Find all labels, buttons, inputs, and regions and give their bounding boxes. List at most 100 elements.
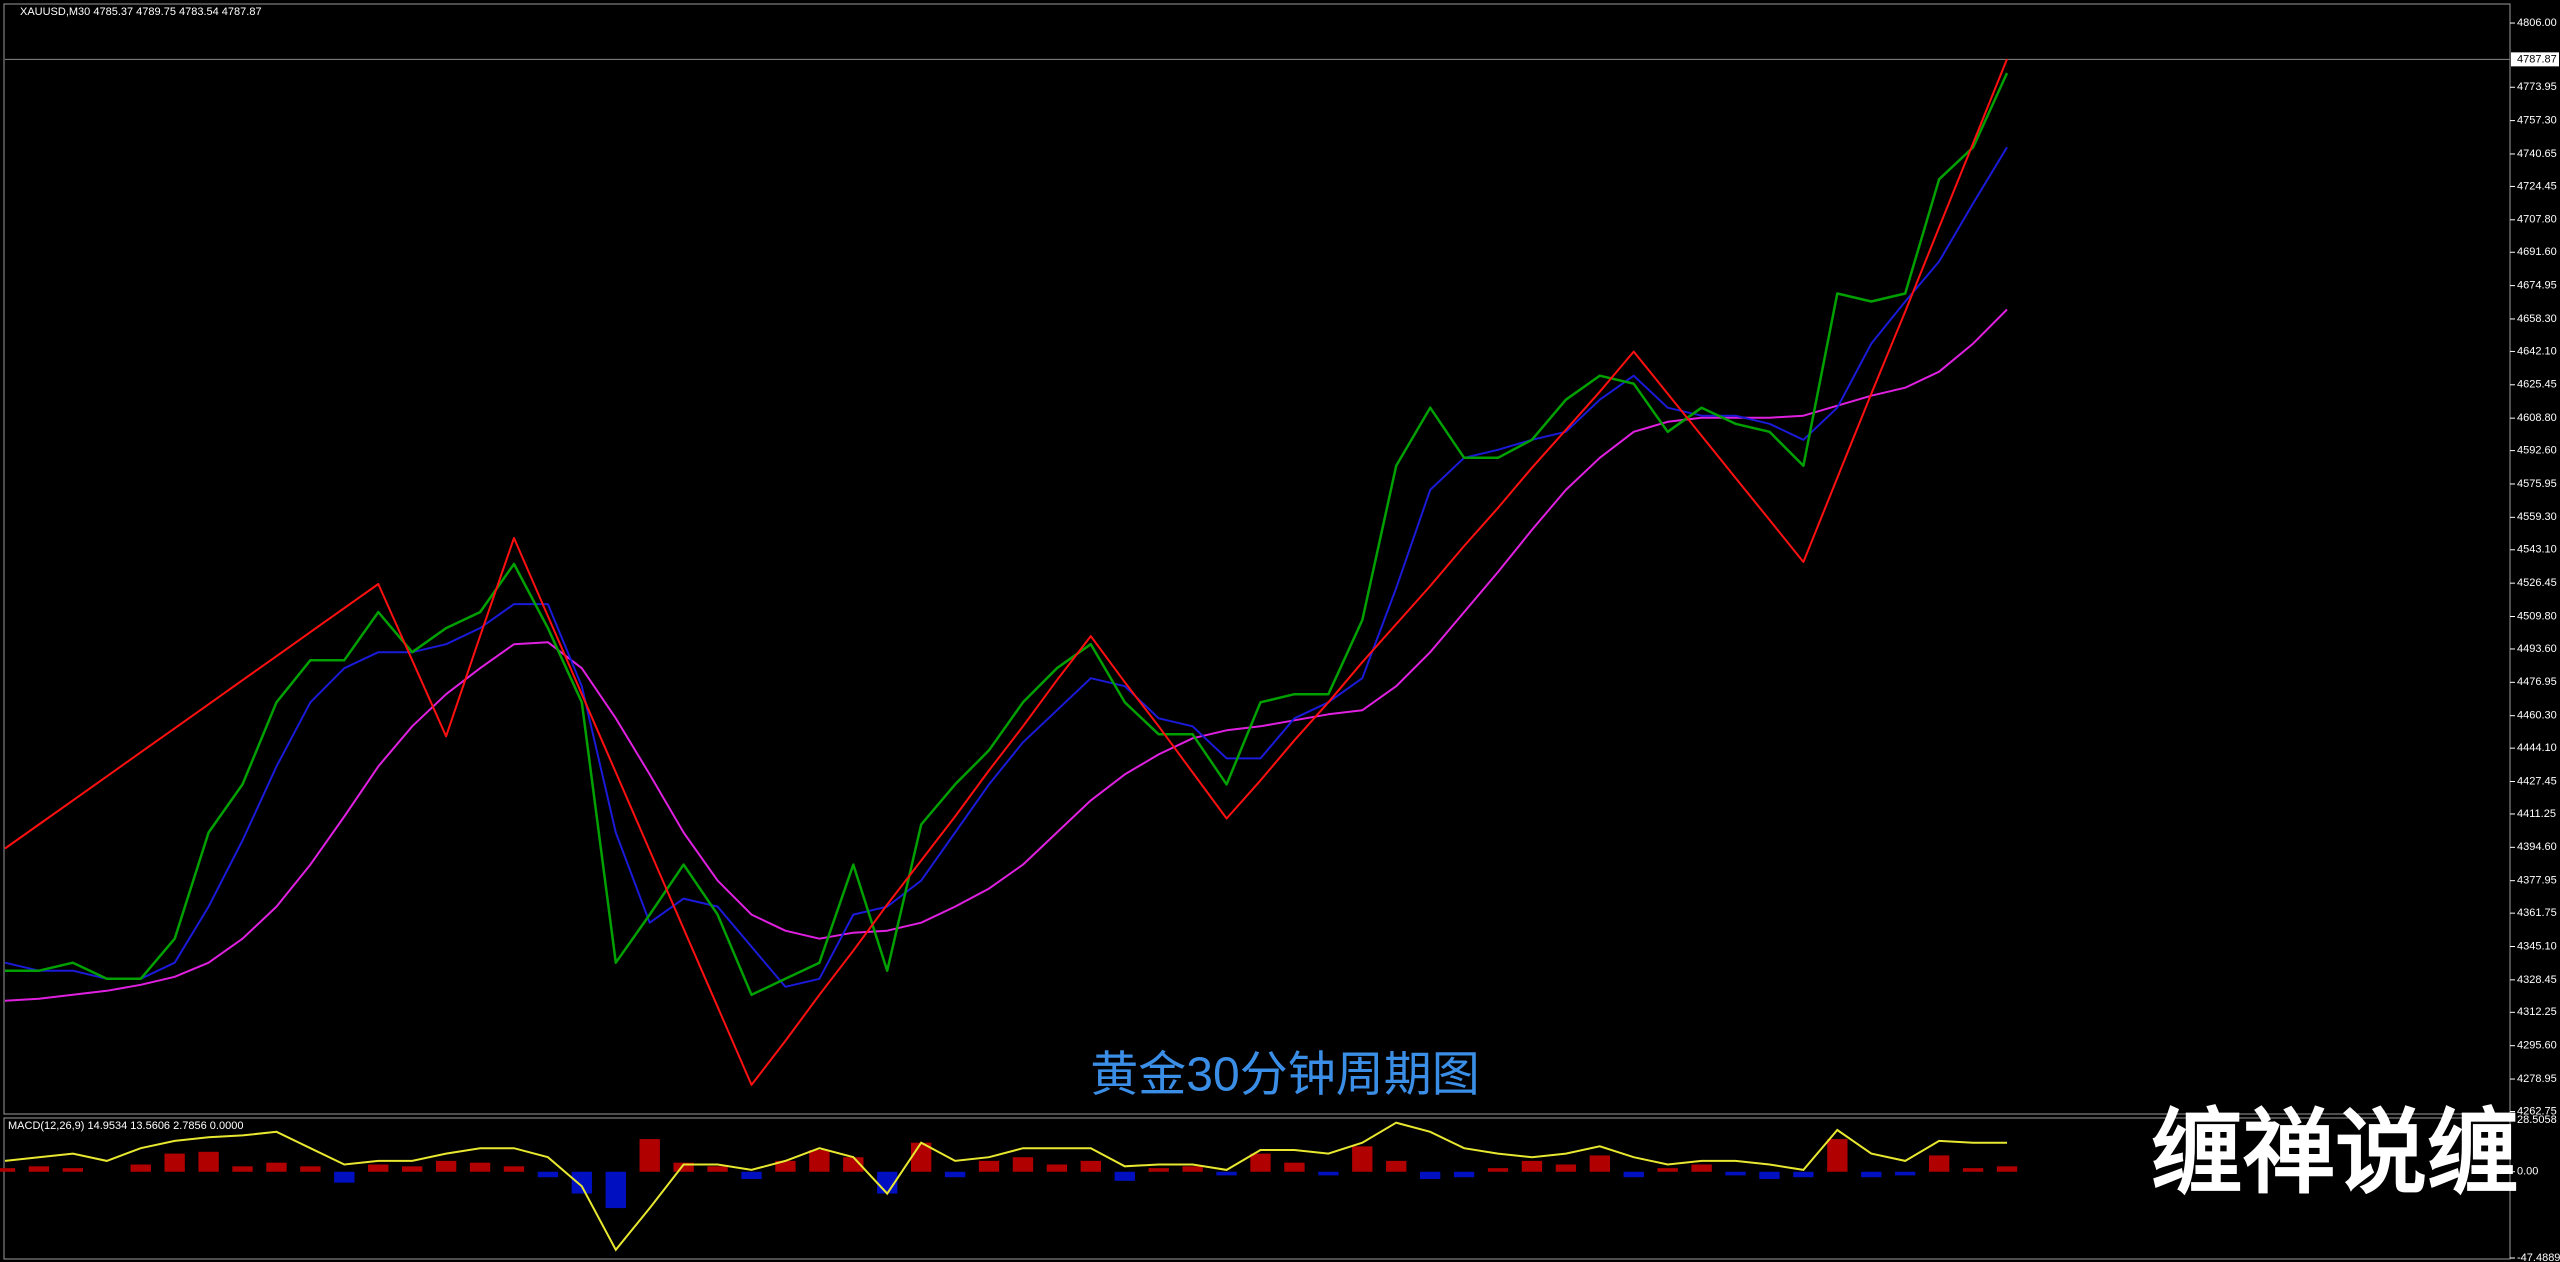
macd-bar xyxy=(1284,1162,1305,1172)
macd-bar xyxy=(469,1162,491,1172)
macd-bar xyxy=(1453,1171,1475,1178)
macd-bar xyxy=(1114,1171,1135,1181)
y-tick-label: 4460.30 xyxy=(2517,710,2557,722)
macd-bar xyxy=(435,1160,457,1172)
price-label: 4787.87 xyxy=(2517,53,2557,65)
macd-bar xyxy=(1487,1168,1509,1172)
y-tick-label: 4509.80 xyxy=(2517,610,2557,622)
y-tick-label: 4658.30 xyxy=(2517,313,2557,325)
macd-bar xyxy=(1521,1160,1543,1172)
y-tick-label: 4476.95 xyxy=(2517,676,2557,688)
macd-bar xyxy=(130,1164,151,1172)
y-tick-label: 4625.45 xyxy=(2517,379,2557,391)
macd-bar xyxy=(1182,1166,1203,1172)
macd-bar xyxy=(1216,1171,1237,1176)
y-tick-label: 4642.10 xyxy=(2517,345,2557,357)
series-line xyxy=(4,58,2008,1086)
macd-bar xyxy=(1318,1171,1339,1176)
macd-bar xyxy=(978,1160,1000,1172)
macd-info: MACD(12,26,9) 14.9534 13.5606 2.7856 0.0… xyxy=(8,1120,243,1132)
y-tick-label: 4806.00 xyxy=(2517,17,2557,29)
macd-bar xyxy=(1861,1171,1882,1178)
y-tick-label: 4543.10 xyxy=(2517,544,2557,556)
macd-panel-frame xyxy=(3,1117,2511,1260)
macd-bar xyxy=(1250,1153,1271,1172)
y-tick-label: 4345.10 xyxy=(2517,940,2557,952)
macd-bar xyxy=(1589,1155,1610,1172)
macd-bar xyxy=(1386,1160,1407,1172)
caption: 黄金30分钟周期图 xyxy=(1090,1049,1479,1102)
macd-bar xyxy=(300,1166,321,1172)
macd-bar xyxy=(1623,1171,1644,1178)
y-tick-label: 4377.95 xyxy=(2517,875,2557,887)
y-tick-label: 4559.30 xyxy=(2517,511,2557,523)
y-tick-label: 4278.95 xyxy=(2517,1073,2557,1085)
macd-bar xyxy=(1691,1164,1712,1172)
y-tick-label: 4691.60 xyxy=(2517,246,2557,258)
y-tick-label: 4608.80 xyxy=(2517,412,2557,424)
macd-bar xyxy=(1996,1166,2018,1172)
y-tick-label: 4262.75 xyxy=(2517,1105,2557,1117)
macd-bar xyxy=(1928,1155,1950,1172)
macd-bar xyxy=(1555,1164,1577,1172)
macd-bar xyxy=(1657,1168,1678,1172)
series-line xyxy=(4,308,2008,1002)
y-tick-label: 4526.45 xyxy=(2517,577,2557,589)
macd-bar xyxy=(1352,1146,1373,1172)
macd-bar xyxy=(707,1166,728,1172)
symbol-info: XAUUSD,M30 4785.37 4789.75 4783.54 4787.… xyxy=(20,6,262,18)
macd-bar xyxy=(266,1162,287,1172)
macd-bar xyxy=(673,1162,694,1172)
y-tick-label: 4674.95 xyxy=(2517,280,2557,292)
macd-bar xyxy=(334,1171,355,1183)
y-tick-label: 4295.60 xyxy=(2517,1040,2557,1052)
y-tick-label: 28.5058 xyxy=(2517,1114,2557,1126)
macd-bar xyxy=(1148,1168,1169,1172)
macd-bar xyxy=(503,1166,525,1172)
macd-bar xyxy=(639,1139,660,1172)
y-tick-label: 4592.60 xyxy=(2517,445,2557,457)
macd-bar xyxy=(775,1160,796,1172)
macd-bar xyxy=(1725,1171,1746,1176)
macd-bar xyxy=(1012,1157,1034,1172)
macd-bar xyxy=(198,1151,219,1172)
macd-bar xyxy=(1895,1171,1916,1176)
macd-bar xyxy=(368,1164,389,1172)
y-tick-label: 4757.30 xyxy=(2517,115,2557,127)
macd-bar xyxy=(944,1171,966,1178)
macd-bar xyxy=(1419,1171,1441,1180)
y-tick-label: -47.4889 xyxy=(2517,1252,2560,1262)
y-tick-label: 4493.60 xyxy=(2517,643,2557,655)
y-tick-label: 4312.25 xyxy=(2517,1006,2557,1018)
macd-bar xyxy=(741,1171,762,1180)
macd-bar xyxy=(571,1171,593,1194)
macd-bar xyxy=(1759,1171,1780,1180)
main-panel-frame xyxy=(3,3,2511,1115)
y-tick-label: 4328.45 xyxy=(2517,974,2557,986)
macd-bar xyxy=(605,1171,626,1209)
y-tick-label: 4740.65 xyxy=(2517,148,2557,160)
y-tick-label: 4361.75 xyxy=(2517,907,2557,919)
macd-bar xyxy=(164,1153,185,1172)
y-tick-label: 4394.60 xyxy=(2517,841,2557,853)
macd-bar xyxy=(1793,1171,1814,1178)
macd-bar xyxy=(1827,1139,1848,1172)
macd-bar xyxy=(537,1171,559,1178)
macd-bar xyxy=(809,1149,830,1172)
y-tick-label: 4724.45 xyxy=(2517,180,2557,192)
macd-bar xyxy=(232,1166,253,1172)
series-line xyxy=(4,146,2008,988)
macd-bar xyxy=(1046,1164,1068,1172)
y-tick-label: 4575.95 xyxy=(2517,478,2557,490)
price-label-box xyxy=(2511,52,2559,67)
y-tick-label: 4444.10 xyxy=(2517,742,2557,754)
macd-bar xyxy=(402,1166,423,1172)
macd-bar xyxy=(0,1168,16,1172)
macd-bar xyxy=(28,1166,50,1172)
y-tick-label: 4707.80 xyxy=(2517,214,2557,226)
y-tick-label: 4411.25 xyxy=(2517,808,2556,820)
macd-bar xyxy=(1080,1160,1102,1172)
